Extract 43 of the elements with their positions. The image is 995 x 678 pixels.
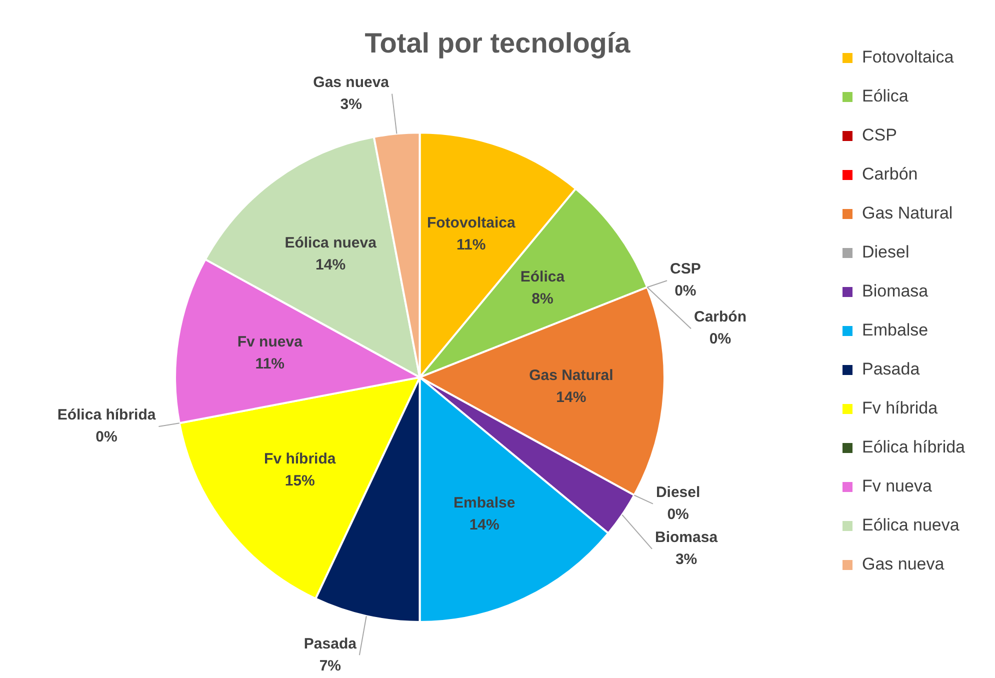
data-label: 11% — [456, 236, 486, 254]
slice-label: Eólica nueva — [284, 234, 378, 252]
legend-label: Eólica — [862, 86, 909, 106]
data-label: 14% — [316, 256, 346, 274]
text: 0% — [674, 282, 696, 300]
slice-label: Fv híbrida — [264, 450, 336, 468]
category-label: Eólica híbrida — [57, 406, 156, 424]
legend-label: Fv híbrida — [862, 398, 938, 418]
text: 0% — [709, 330, 732, 348]
text: 0% — [667, 506, 689, 523]
slice-label: Embalse — [453, 494, 516, 512]
legend-label: Gas nueva — [862, 554, 945, 574]
chart-title: Total por tecnología — [364, 28, 631, 59]
category-label: CSP — [670, 260, 701, 278]
legend-label: Biomasa — [862, 282, 929, 301]
slice-label: Gas nueva — [313, 74, 390, 92]
legend-label: Fotovoltaica — [862, 48, 954, 67]
legend-label: Carbón — [862, 164, 918, 184]
legend-label: Pasada — [862, 360, 920, 379]
category-label: Carbón — [694, 308, 746, 326]
legend-label: Eólica nueva — [862, 516, 960, 535]
legend-label: Embalse — [862, 320, 928, 340]
slice-label: Pasada — [304, 635, 358, 652]
data-label: 14% — [469, 516, 500, 534]
legend-label: Gas Natural — [862, 204, 953, 223]
data-label: 11% — [255, 356, 285, 373]
data-label: 8% — [532, 290, 554, 308]
data-label: 3% — [675, 551, 698, 568]
legend-label: Fv nueva — [862, 476, 932, 496]
data-label: 14% — [556, 388, 586, 406]
legend-label: Eólica híbrida — [862, 438, 966, 457]
data-label: 15% — [284, 472, 315, 490]
data-label: 3% — [340, 96, 362, 114]
slice-label: Fv nueva — [237, 334, 304, 351]
data-label: 7% — [319, 657, 342, 674]
slice-label: Fotovoltaica — [426, 214, 516, 232]
legend-label: CSP — [862, 126, 897, 145]
slice-label: Eólica — [520, 268, 566, 286]
legend-label: Diesel — [862, 242, 910, 262]
slice-label: Biomasa — [655, 529, 718, 546]
slice-label: Gas Natural — [529, 366, 614, 384]
category-label: Diesel — [656, 484, 700, 501]
text: 0% — [96, 428, 118, 446]
